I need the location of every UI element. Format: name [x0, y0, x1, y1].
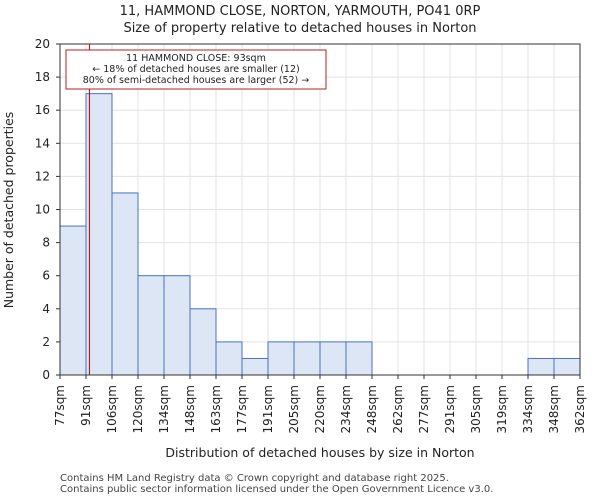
y-tick-label: 14 [35, 136, 50, 150]
histogram-bar [319, 341, 347, 376]
y-tick-label: 0 [42, 368, 50, 382]
bars [59, 93, 581, 376]
y-tick-label: 4 [42, 302, 50, 316]
y-tick-label: 18 [35, 70, 50, 84]
x-tick-label: 191sqm [261, 385, 275, 433]
x-tick-label: 106sqm [105, 385, 119, 433]
y-tick-label: 8 [42, 236, 50, 250]
x-tick-label: 248sqm [365, 385, 379, 433]
x-tick-label: 148sqm [183, 385, 197, 433]
y-tick-label: 10 [35, 203, 50, 217]
histogram-bar [293, 341, 321, 376]
x-tick-label: 291sqm [443, 385, 457, 433]
x-axis-ticks: 77sqm 91sqm 106sqm 120sqm 134sqm 148sqm 163sqm… [53, 375, 587, 433]
x-tick-label: 262sqm [391, 385, 405, 433]
y-tick-label: 20 [35, 37, 50, 51]
histogram-bar [241, 357, 269, 376]
histogram-bar [111, 192, 139, 376]
footer-copyright: Contains HM Land Registry data © Crown c… [60, 473, 449, 484]
y-tick-label: 2 [42, 335, 50, 349]
footer-licence: Contains public sector information licen… [60, 484, 494, 495]
histogram-bar [527, 357, 555, 376]
x-tick-label: 234sqm [339, 385, 353, 433]
y-tick-label: 6 [42, 269, 50, 283]
x-tick-label: 348sqm [547, 385, 561, 433]
histogram-bar [163, 275, 191, 376]
annotation-line1: 11 HAMMOND CLOSE: 93sqm [126, 53, 266, 64]
histogram-bar [215, 341, 243, 376]
histogram-bar [267, 341, 295, 376]
annotation-frame [65, 49, 327, 90]
x-tick-label: 334sqm [521, 385, 535, 433]
histogram-chart: 11, HAMMOND CLOSE, NORTON, YARMOUTH, PO4… [1, 4, 587, 460]
x-axis-label: Distribution of detached houses by size … [165, 445, 474, 460]
histogram-bar [85, 93, 113, 376]
histogram-bar [345, 341, 373, 376]
chart-title-line2: Size of property relative to detached ho… [123, 21, 476, 36]
x-tick-label: 134sqm [157, 385, 171, 433]
x-tick-label: 362sqm [573, 385, 587, 433]
x-tick-label: 77sqm [53, 385, 67, 426]
annotation-line3: 80% of semi-detached houses are larger (… [83, 75, 310, 86]
x-tick-label: 205sqm [287, 385, 301, 433]
y-axis-ticks: 0 2 4 6 8 10 12 14 16 18 20 [35, 37, 60, 382]
histogram-bar [137, 275, 165, 376]
x-tick-label: 305sqm [469, 385, 483, 433]
x-tick-label: 91sqm [79, 385, 93, 426]
x-tick-label: 177sqm [235, 385, 249, 433]
y-tick-label: 16 [35, 103, 50, 117]
annotation-box: 11 HAMMOND CLOSE: 93sqm ← 18% of detache… [65, 49, 327, 90]
chart-title-line1: 11, HAMMOND CLOSE, NORTON, YARMOUTH, PO4… [120, 4, 481, 19]
histogram-bar [59, 225, 87, 376]
y-axis-label: Number of detached properties [1, 112, 16, 309]
annotation-line2: ← 18% of detached houses are smaller (12… [92, 64, 299, 75]
histogram-bar [189, 308, 217, 376]
x-tick-label: 220sqm [313, 385, 327, 433]
x-tick-label: 319sqm [495, 385, 509, 433]
x-tick-label: 277sqm [417, 385, 431, 433]
histogram-bar [553, 357, 581, 376]
y-tick-label: 12 [35, 169, 50, 183]
x-tick-label: 163sqm [209, 385, 223, 433]
x-tick-label: 120sqm [131, 385, 145, 433]
